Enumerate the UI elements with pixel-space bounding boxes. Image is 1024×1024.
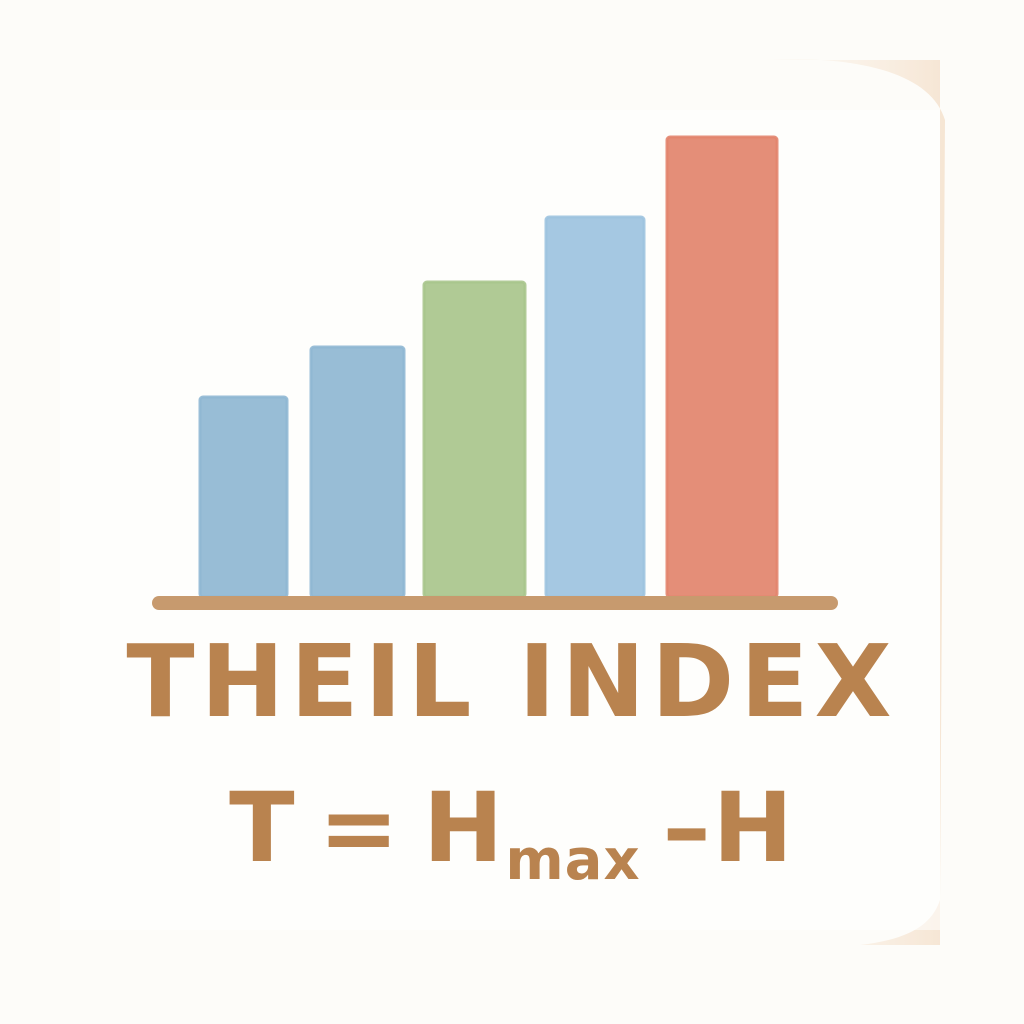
- formula-subscript: max: [505, 828, 641, 893]
- formula-h: H: [422, 772, 506, 884]
- formula-lhs: T: [229, 772, 297, 884]
- bar-5: [665, 135, 779, 599]
- formula: T = Hmax –H: [0, 780, 1024, 889]
- chart-baseline: [152, 596, 838, 610]
- bar-2: [309, 345, 406, 599]
- formula-equals: =: [318, 772, 401, 884]
- bar-1: [198, 395, 289, 599]
- formula-rhs: H: [712, 772, 795, 884]
- formula-minus: –: [662, 772, 713, 884]
- chart-title: THEIL INDEX: [126, 623, 898, 740]
- bars-layer: [198, 135, 779, 599]
- bar-3: [422, 280, 527, 599]
- bar-4: [544, 215, 646, 599]
